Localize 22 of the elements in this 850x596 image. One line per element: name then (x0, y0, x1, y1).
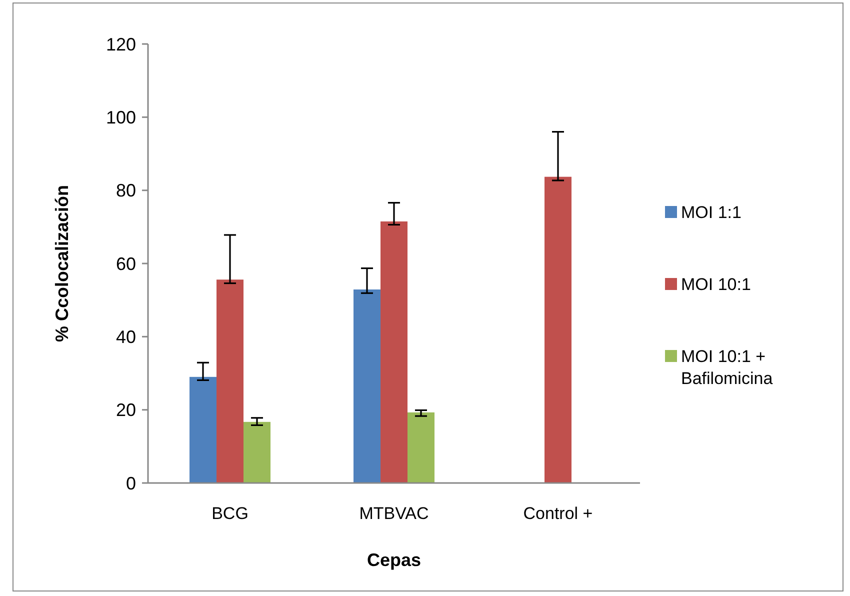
bar (408, 412, 434, 483)
x-tick-label: BCG (212, 504, 248, 523)
legend-label: MOI 10:1 (681, 274, 751, 294)
bar (244, 422, 270, 483)
y-tick-label: 100 (106, 107, 136, 128)
legend-label: MOI 10:1 + Bafilomicina (681, 346, 774, 388)
y-tick-label: 40 (116, 326, 136, 347)
y-axis-title: % Ccolocalización (52, 184, 72, 342)
y-tick-label: 60 (116, 254, 136, 274)
y-tick-label: 80 (116, 180, 136, 201)
y-tick-label: 0 (126, 473, 136, 494)
bar (544, 176, 572, 483)
x-tick-label: Control + (523, 504, 593, 523)
bar (354, 289, 380, 483)
x-tick-label: MTBVAC (359, 504, 429, 523)
x-axis-title: Cepas (366, 550, 422, 570)
bar (216, 280, 244, 483)
bar (190, 376, 216, 483)
y-tick-label: 20 (116, 400, 136, 420)
bar (380, 221, 408, 483)
legend-label: MOI 1:1 (681, 202, 742, 222)
y-tick-label: 120 (106, 34, 136, 54)
